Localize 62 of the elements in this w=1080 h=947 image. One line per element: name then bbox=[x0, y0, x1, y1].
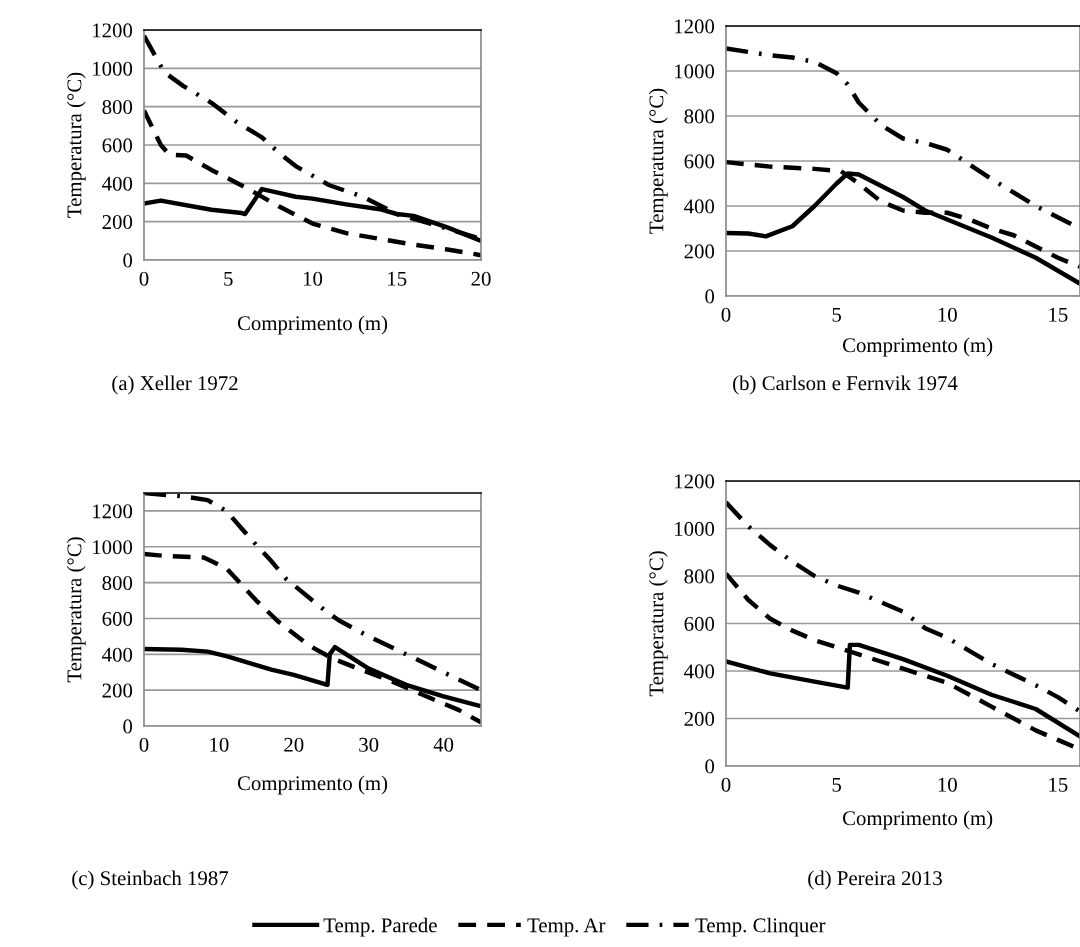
y-tick-label: 1200 bbox=[93, 504, 133, 519]
x-axis-title: Comprimento (m) bbox=[842, 810, 993, 830]
y-tick-label: 1200 bbox=[93, 23, 133, 38]
y-axis-title: Temperatura (°C) bbox=[648, 551, 668, 697]
y-tick-label: 1000 bbox=[93, 540, 133, 555]
x-tick-label: 30 bbox=[359, 737, 379, 752]
text: (c) Steinbach 1987 bbox=[72, 870, 229, 890]
x-tick-label: 10 bbox=[303, 271, 323, 286]
y-tick-label: 400 bbox=[102, 176, 133, 191]
y-tick-label: 800 bbox=[102, 575, 133, 591]
y-tick-label: 1200 bbox=[675, 19, 715, 34]
y-tick-label: 1000 bbox=[93, 61, 133, 76]
y-tick-label: 1000 bbox=[675, 521, 715, 536]
text: (b) Carlson e Fernvik 1974 bbox=[733, 375, 958, 395]
x-tick-label: 15 bbox=[1049, 777, 1068, 792]
y-tick-label: 400 bbox=[684, 664, 715, 679]
x-tick-label: 15 bbox=[388, 271, 407, 286]
x-tick-label: 10 bbox=[938, 307, 957, 322]
y-tick-label: 600 bbox=[102, 611, 133, 626]
y-tick-label: 0 bbox=[705, 289, 715, 304]
y-tick-label: 800 bbox=[102, 100, 133, 115]
x-tick-label: 0 bbox=[139, 737, 149, 752]
y-tick-label: 1000 bbox=[675, 64, 715, 79]
y-tick-label: 200 bbox=[684, 244, 715, 259]
y-axis-title: Temperatura (°C) bbox=[648, 88, 668, 234]
x-tick-label: 20 bbox=[471, 271, 491, 286]
y-tick-label: 800 bbox=[684, 109, 715, 124]
y-tick-label: 600 bbox=[684, 616, 715, 631]
line-series bbox=[726, 500, 1080, 714]
x-tick-label: 0 bbox=[721, 777, 731, 792]
x-axis-title: Comprimento (m) bbox=[237, 775, 388, 795]
y-tick-label: 800 bbox=[684, 569, 715, 584]
y-axis-title: Temperatura (°C) bbox=[66, 537, 86, 683]
x-tick-label: 10 bbox=[938, 777, 957, 792]
x-tick-label: 5 bbox=[832, 307, 842, 322]
legend-label: Temp. Clinquer bbox=[695, 917, 826, 937]
x-tick-label: 15 bbox=[1049, 307, 1068, 322]
x-tick-label: 20 bbox=[284, 737, 304, 752]
y-tick-label: 400 bbox=[102, 647, 133, 662]
y-axis-title: Temperatura (°C) bbox=[66, 72, 86, 218]
x-tick-label: 5 bbox=[224, 271, 233, 286]
y-tick-label: 0 bbox=[123, 719, 133, 734]
x-tick-label: 40 bbox=[433, 737, 454, 752]
x-tick-label: 10 bbox=[210, 737, 229, 752]
y-tick-label: 1200 bbox=[675, 474, 715, 489]
x-axis-title: Comprimento (m) bbox=[842, 337, 993, 357]
y-tick-label: 200 bbox=[102, 215, 133, 230]
x-tick-label: 5 bbox=[832, 777, 842, 792]
legend-label: Temp. Parede bbox=[323, 917, 437, 937]
x-axis-title: Comprimento (m) bbox=[237, 315, 388, 335]
x-tick-label: 0 bbox=[721, 307, 731, 322]
y-tick-label: 600 bbox=[102, 138, 133, 153]
text: (d) Pereira 2013 bbox=[808, 870, 942, 890]
y-tick-label: 0 bbox=[123, 253, 133, 268]
legend-label: Temp. Ar bbox=[527, 918, 606, 937]
y-tick-label: 200 bbox=[684, 711, 715, 726]
text: (a) Xeller 1972 bbox=[112, 375, 238, 395]
y-tick-label: 0 bbox=[705, 759, 715, 774]
x-tick-label: 0 bbox=[139, 271, 149, 286]
y-tick-label: 400 bbox=[684, 199, 715, 214]
y-tick-label: 200 bbox=[102, 683, 133, 698]
y-tick-label: 600 bbox=[684, 154, 715, 169]
